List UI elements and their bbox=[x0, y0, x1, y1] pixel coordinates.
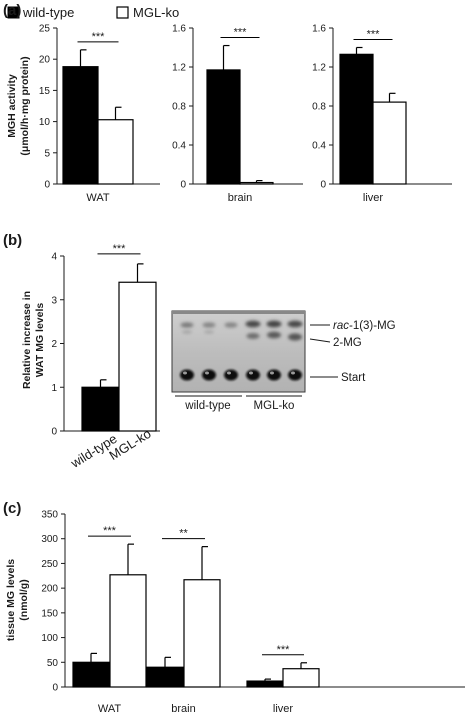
y-axis-label-line: WAT MG levels bbox=[34, 303, 46, 378]
y-tick-label: 0 bbox=[320, 180, 326, 191]
y-tick-label: 20 bbox=[39, 55, 51, 66]
bar-mgl-ko bbox=[109, 574, 147, 688]
significance-stars: ** bbox=[179, 528, 188, 540]
y-tick-label: 0 bbox=[51, 427, 57, 438]
significance-stars: *** bbox=[113, 243, 127, 255]
panel-label-c: (c) bbox=[3, 500, 21, 517]
y-tick-label: 0 bbox=[52, 683, 58, 694]
bar-wild-type bbox=[206, 69, 241, 185]
y-tick-label: 0.8 bbox=[172, 102, 186, 113]
bar-wild-type bbox=[339, 53, 374, 185]
y-tick-label: 200 bbox=[41, 584, 58, 595]
y-tick-label: 0.4 bbox=[172, 141, 186, 152]
significance-stars: *** bbox=[103, 525, 117, 537]
chart-tissue-mg-levels: 0 50 100 150 200 250 300 350 tissue MG levels(nm… bbox=[5, 510, 465, 715]
chart-wat-mgh-activity: 0 5 10 15 20 25 MGH activity(μmol/h·mg protein… bbox=[6, 24, 160, 204]
y-tick-label: 0 bbox=[180, 180, 186, 191]
y-tick-label: 4 bbox=[51, 252, 57, 263]
y-tick-label: 1.6 bbox=[312, 24, 326, 35]
panel-label-b: (b) bbox=[3, 232, 22, 249]
chart-liver-mgh-activity: 0 0.4 0.8 1.2 1.6 liver *** bbox=[312, 24, 452, 204]
category-label: brain bbox=[171, 703, 195, 715]
y-tick-label: 0.4 bbox=[312, 141, 326, 152]
y-tick-label: 2 bbox=[51, 339, 57, 350]
y-tick-label: 250 bbox=[41, 559, 58, 570]
y-tick-label: 5 bbox=[44, 148, 50, 159]
y-tick-label: 1.2 bbox=[172, 63, 186, 74]
y-axis-label-line: tissue MG levels bbox=[5, 559, 17, 641]
y-tick-label: 1 bbox=[51, 383, 57, 394]
y-tick-label: 25 bbox=[39, 24, 51, 35]
bar-mgl-ko bbox=[239, 181, 274, 185]
band-label-2mg: 2-MG bbox=[333, 337, 362, 349]
y-tick-label: 3 bbox=[51, 295, 57, 306]
category-label: WAT bbox=[86, 192, 109, 204]
category-label: WAT bbox=[98, 703, 121, 715]
y-tick-label: 150 bbox=[41, 608, 58, 619]
panel-label-a: (a) bbox=[3, 2, 21, 19]
blot-band-labels: rac-1(3)-MG 2-MG Start wild-type MGL-ko bbox=[175, 320, 396, 412]
significance-stars: *** bbox=[92, 31, 106, 43]
y-tick-label: 350 bbox=[41, 510, 58, 521]
y-axis-label-line: Relative increase in bbox=[21, 291, 33, 389]
category-label: liver bbox=[273, 703, 294, 715]
bar-mgl-ko bbox=[372, 101, 407, 185]
tlc-blot-image bbox=[171, 310, 306, 393]
bar-mgl-ko bbox=[282, 668, 320, 688]
legend-label-mgl-ko: MGL-ko bbox=[133, 5, 179, 20]
y-axis-label-line: (μmol/h·mg protein) bbox=[19, 56, 31, 155]
legend: wild-type MGL-ko bbox=[7, 5, 179, 20]
bar-wild-type bbox=[62, 66, 99, 185]
y-axis-label-line: (nmol/g) bbox=[18, 579, 30, 620]
bar-wild-type bbox=[72, 661, 110, 688]
bar-wild-type bbox=[81, 386, 120, 432]
y-tick-label: 100 bbox=[41, 633, 58, 644]
y-tick-label: 1.2 bbox=[312, 63, 326, 74]
y-tick-label: 10 bbox=[39, 117, 51, 128]
bar-mgl-ko bbox=[97, 119, 134, 185]
y-axis-label: Relative increase inWAT MG levels bbox=[21, 291, 46, 389]
category-label: liver bbox=[363, 192, 384, 204]
y-tick-label: 0 bbox=[44, 180, 50, 191]
chart-brain-mgh-activity: 0 0.4 0.8 1.2 1.6 brain *** bbox=[172, 24, 303, 204]
y-tick-label: 0.8 bbox=[312, 102, 326, 113]
y-tick-label: 1.6 bbox=[172, 24, 186, 35]
y-axis-label-line: MGH activity bbox=[6, 74, 18, 138]
significance-stars: *** bbox=[234, 27, 248, 39]
significance-stars: *** bbox=[277, 644, 291, 656]
y-tick-label: 15 bbox=[39, 86, 51, 97]
bar-wild-type bbox=[146, 666, 184, 688]
band-label-rac-mg: rac-1(3)-MG bbox=[333, 320, 396, 332]
category-label: brain bbox=[228, 192, 252, 204]
y-tick-label: 50 bbox=[47, 658, 59, 669]
bar-mgl-ko bbox=[118, 281, 157, 432]
y-axis-label: tissue MG levels(nmol/g) bbox=[5, 559, 30, 641]
legend-swatch-mgl-ko bbox=[116, 6, 129, 19]
band-label-start: Start bbox=[341, 372, 366, 384]
legend-label-wild-type: wild-type bbox=[22, 5, 74, 20]
y-tick-label: 300 bbox=[41, 534, 58, 545]
y-axis-label: MGH activity(μmol/h·mg protein) bbox=[6, 56, 31, 155]
significance-stars: *** bbox=[367, 29, 381, 41]
legend-swatch-wild-type bbox=[7, 6, 20, 19]
bar-mgl-ko bbox=[183, 579, 221, 688]
lane-group-wild-type: wild-type bbox=[184, 400, 230, 412]
lane-group-mgl-ko: MGL-ko bbox=[254, 400, 295, 412]
bar-wild-type bbox=[246, 680, 284, 688]
